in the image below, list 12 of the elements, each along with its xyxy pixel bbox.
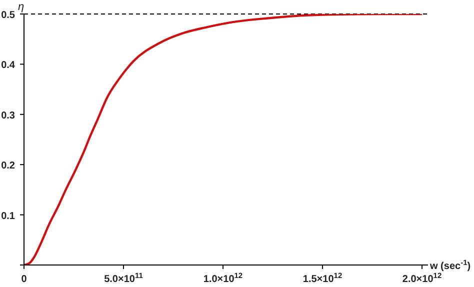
x-tick-label: 0 <box>21 274 28 285</box>
y-tick-label: 0.5 <box>1 10 16 21</box>
y-tick-label: 0.3 <box>1 110 16 122</box>
x-tick-label: 2.0×10$^{12}$ <box>402 270 442 285</box>
y-tick-label: 0.1 <box>1 210 16 222</box>
x-tick-label: 5.0×10$^{11}$ <box>104 270 143 285</box>
x-tick-label: 1.0×10$^{12}$ <box>203 270 243 285</box>
y-tick-label: 0.2 <box>1 160 16 172</box>
y-tick-label: 0.4 <box>1 60 16 72</box>
x-axis-title: w (sec$^{-1}$) <box>429 258 471 272</box>
x-tick-label: 1.5×10$^{12}$ <box>302 270 342 285</box>
y-axis-title: η <box>18 1 24 13</box>
